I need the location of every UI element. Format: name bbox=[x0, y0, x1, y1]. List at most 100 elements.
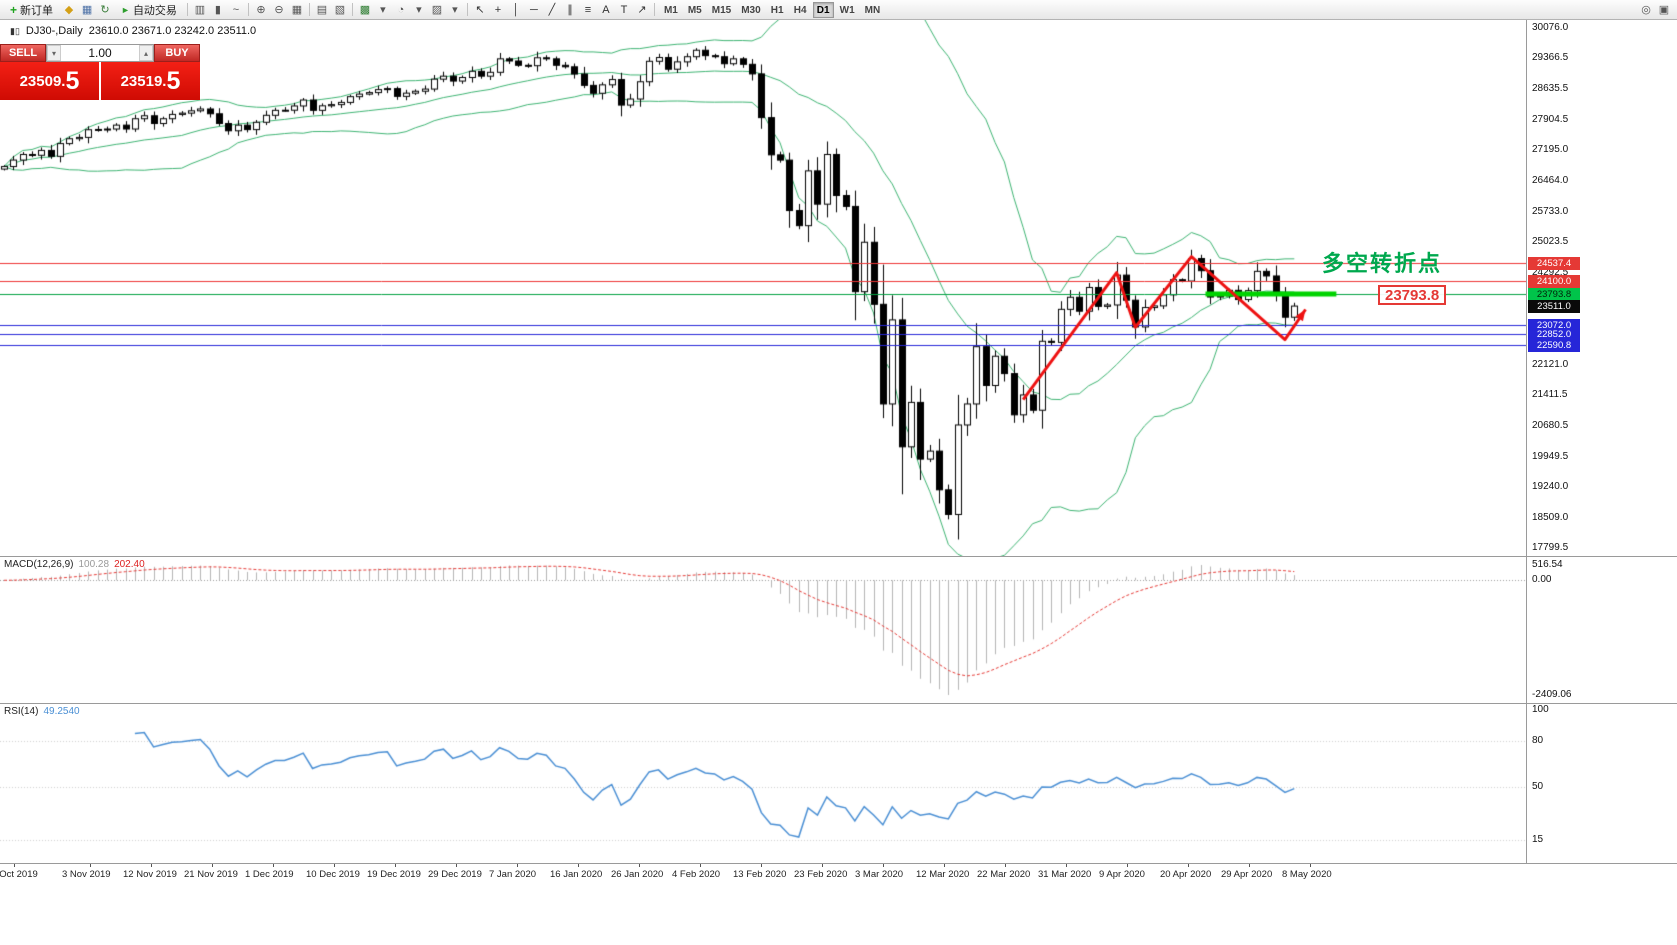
time-axis-label: 10 Dec 2019 bbox=[306, 869, 360, 880]
cascade-windows-icon[interactable]: ▧ bbox=[334, 4, 346, 16]
timeframe-m1-button[interactable]: M1 bbox=[663, 4, 678, 16]
volume-up-button[interactable]: ▴ bbox=[139, 45, 153, 61]
price-axis[interactable]: 30076.0 29366.5 28635.5 27904.5 27195.0 26464… bbox=[1528, 20, 1676, 864]
cursor-icon[interactable]: ↖ bbox=[475, 4, 485, 16]
price-axis-label: 29366.5 bbox=[1532, 52, 1569, 64]
price-axis-label: 26464.0 bbox=[1532, 174, 1569, 186]
text-icon[interactable]: A bbox=[602, 3, 610, 16]
horizontal-line-icon[interactable]: ─ bbox=[530, 3, 538, 16]
price-axis-label: 27195.0 bbox=[1532, 144, 1569, 156]
candlestick-icon: ▮▯ bbox=[10, 25, 20, 36]
market-watch-icon[interactable]: ▦ bbox=[81, 4, 93, 16]
period-icon[interactable]: ◔ bbox=[397, 3, 405, 16]
one-click-trading-panel: SELL ▾ 1.00 ▴ BUY 23509. 5 23519. 5 bbox=[0, 44, 200, 100]
time-axis-tick bbox=[151, 864, 152, 867]
time-axis-label: 31 Mar 2020 bbox=[1038, 869, 1092, 880]
buy-button[interactable]: BUY bbox=[154, 44, 200, 62]
time-axis-label: 3 Mar 2020 bbox=[855, 869, 904, 880]
buy-price-display[interactable]: 23519. 5 bbox=[101, 62, 200, 100]
time-axis-label: 12 Mar 2020 bbox=[916, 869, 970, 880]
autotrading-button[interactable]: ► 自动交易 bbox=[115, 1, 183, 18]
toolbar-separator bbox=[186, 3, 188, 16]
rsi-axis-label: 80 bbox=[1532, 734, 1544, 746]
symbol-name: DJ30-,Daily bbox=[25, 25, 83, 37]
metaeditor-icon[interactable]: ◆ bbox=[64, 4, 74, 16]
timeframe-m30-button[interactable]: M30 bbox=[741, 4, 761, 16]
key-level-label: 23793.8 bbox=[1528, 288, 1580, 302]
toolbar-separator bbox=[466, 3, 468, 16]
time-axis-tick bbox=[517, 864, 518, 867]
timeframe-h4-button[interactable]: H4 bbox=[793, 4, 807, 16]
zoom-out-icon[interactable]: ⊖ bbox=[274, 4, 284, 16]
candlestick-chart-icon[interactable]: ▮ bbox=[214, 4, 221, 16]
toolbar-separator bbox=[247, 3, 249, 16]
price-axis-label: 28635.5 bbox=[1532, 83, 1569, 95]
main-chart-canvas[interactable] bbox=[0, 20, 1526, 556]
volume-down-button[interactable]: ▾ bbox=[47, 45, 61, 61]
channel-icon[interactable]: ∥ bbox=[567, 4, 573, 16]
vertical-line-icon[interactable]: │ bbox=[512, 3, 520, 16]
rsi-indicator-label: RSI(14) 49.2540 bbox=[4, 706, 80, 717]
time-axis-tick bbox=[639, 864, 640, 867]
macd-main-value: 100.28 bbox=[78, 559, 110, 570]
time-axis[interactable]: 24 Oct 2019 3 Nov 2019 12 Nov 2019 21 Nov 2… bbox=[0, 864, 1677, 888]
period-dropdown-icon[interactable]: ▾ bbox=[416, 4, 422, 16]
template-icon[interactable]: ▨ bbox=[431, 4, 443, 16]
time-axis-label: 24 Oct 2019 bbox=[0, 869, 38, 880]
tile-windows-icon[interactable]: ▦ bbox=[291, 4, 303, 16]
macd-panel-divider[interactable] bbox=[0, 556, 1677, 557]
new-chart-icon[interactable]: ▩ bbox=[359, 4, 371, 16]
time-axis-label: 21 Nov 2019 bbox=[184, 869, 238, 880]
play-icon: ► bbox=[121, 4, 130, 15]
rsi-panel-divider[interactable] bbox=[0, 703, 1677, 704]
time-axis-tick bbox=[212, 864, 213, 867]
timeframe-mn-button[interactable]: MN bbox=[864, 4, 881, 16]
time-axis-tick bbox=[1310, 864, 1311, 867]
price-axis-separator bbox=[1526, 20, 1527, 864]
macd-axis-min: -2409.06 bbox=[1532, 689, 1572, 700]
macd-indicator-canvas[interactable] bbox=[0, 557, 1526, 703]
refresh-icon[interactable]: ↻ bbox=[100, 4, 110, 16]
crosshair-icon[interactable]: + bbox=[494, 3, 502, 16]
timeframe-d1-button[interactable]: D1 bbox=[812, 1, 834, 18]
line-chart-icon[interactable]: ~ bbox=[232, 3, 240, 16]
time-axis-tick bbox=[395, 864, 396, 867]
fibonacci-icon[interactable]: ≡ bbox=[584, 3, 592, 16]
timeframe-m15-button[interactable]: M15 bbox=[711, 4, 732, 16]
volume-input[interactable]: 1.00 bbox=[88, 46, 112, 60]
layout-icon[interactable]: ▣ bbox=[1658, 4, 1670, 16]
time-axis-tick bbox=[14, 864, 15, 867]
time-axis-tick bbox=[761, 864, 762, 867]
sell-price-big-digit: 5 bbox=[65, 66, 80, 95]
label-icon[interactable]: T bbox=[620, 3, 628, 16]
price-axis-label: 25733.0 bbox=[1532, 205, 1569, 217]
search-icon[interactable]: ◎ bbox=[1641, 4, 1651, 16]
chart-dropdown-icon[interactable]: ▾ bbox=[380, 4, 386, 16]
timeframe-m5-button[interactable]: M5 bbox=[687, 4, 702, 16]
new-order-button[interactable]: + 新订单 bbox=[4, 1, 59, 18]
template-dropdown-icon[interactable]: ▾ bbox=[452, 4, 458, 16]
time-axis-label: 12 Nov 2019 bbox=[123, 869, 177, 880]
time-axis-tick bbox=[1249, 864, 1250, 867]
time-axis-label: 29 Apr 2020 bbox=[1221, 869, 1273, 880]
rsi-axis-label: 50 bbox=[1532, 780, 1544, 792]
time-axis-label: 29 Dec 2019 bbox=[428, 869, 482, 880]
trendline-icon[interactable]: ╱ bbox=[548, 4, 556, 16]
support-level-label: 22590.8 bbox=[1528, 339, 1580, 353]
buy-price: 23519. bbox=[120, 72, 167, 90]
sell-price: 23509. bbox=[19, 72, 66, 90]
auto-arrange-icon[interactable]: ▤ bbox=[316, 4, 328, 16]
sell-price-display[interactable]: 23509. 5 bbox=[0, 62, 99, 100]
time-axis-label: 20 Apr 2020 bbox=[1160, 869, 1212, 880]
bar-chart-icon[interactable]: ▥ bbox=[194, 4, 206, 16]
arrows-icon[interactable]: ↗ bbox=[637, 4, 647, 16]
rsi-indicator-canvas[interactable] bbox=[0, 704, 1526, 863]
zoom-in-icon[interactable]: ⊕ bbox=[256, 4, 266, 16]
timeframe-w1-button[interactable]: W1 bbox=[839, 4, 855, 16]
time-axis-tick bbox=[273, 864, 274, 867]
sell-button[interactable]: SELL bbox=[0, 44, 46, 62]
time-axis-label: 26 Jan 2020 bbox=[611, 869, 664, 880]
time-axis-label: 9 Apr 2020 bbox=[1099, 869, 1145, 880]
timeframe-h1-button[interactable]: H1 bbox=[770, 4, 784, 16]
